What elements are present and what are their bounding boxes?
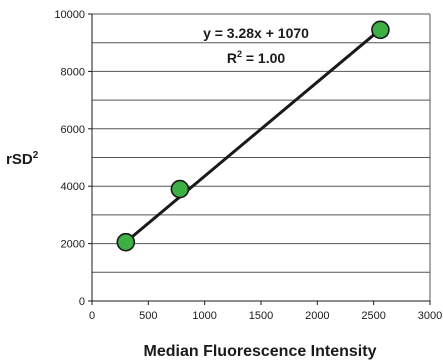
trendline <box>124 27 382 244</box>
r-squared-value: = 1.00 <box>242 50 285 66</box>
x-tick-label-1000: 1000 <box>192 310 216 322</box>
x-axis-title: Median Fluorescence Intensity <box>144 343 377 360</box>
data-point-1 <box>116 232 136 252</box>
x-tick-label-1500: 1500 <box>249 310 273 322</box>
trendline-layer <box>124 27 382 244</box>
data-point-3 <box>371 20 390 40</box>
x-tick-label-2500: 2500 <box>361 310 385 322</box>
y-axis-title-superscript: 2 <box>33 150 39 161</box>
y-tick-label-10000: 10000 <box>54 9 85 21</box>
y-tick-label-6000: 6000 <box>61 124 85 136</box>
x-tick-label-2000: 2000 <box>305 310 329 322</box>
gridlines <box>92 13 431 302</box>
y-tick-label-0: 0 <box>79 296 85 308</box>
r-squared-label: R2 = 1.00 <box>227 49 286 66</box>
y-axis-title-main: rSD <box>6 151 33 168</box>
x-tick-label-3000: 3000 <box>418 310 442 322</box>
y-axis-title: rSD2 <box>6 150 39 168</box>
data-point-2 <box>170 179 190 199</box>
tick-labels: 0 2000 4000 6000 8000 10000 0 500 1000 1500 2000 25… <box>54 9 442 322</box>
axes <box>88 13 431 305</box>
r-squared-superscript: 2 <box>237 49 242 59</box>
r-squared-r: R <box>227 50 237 66</box>
y-tick-label-2000: 2000 <box>61 239 85 251</box>
y-tick-label-4000: 4000 <box>61 181 85 193</box>
x-tick-label-0: 0 <box>89 310 95 322</box>
trendline-equation: y = 3.28x + 1070 <box>203 25 309 41</box>
data-points <box>116 20 390 252</box>
x-tick-label-500: 500 <box>139 310 157 322</box>
y-tick-label-8000: 8000 <box>61 66 85 78</box>
